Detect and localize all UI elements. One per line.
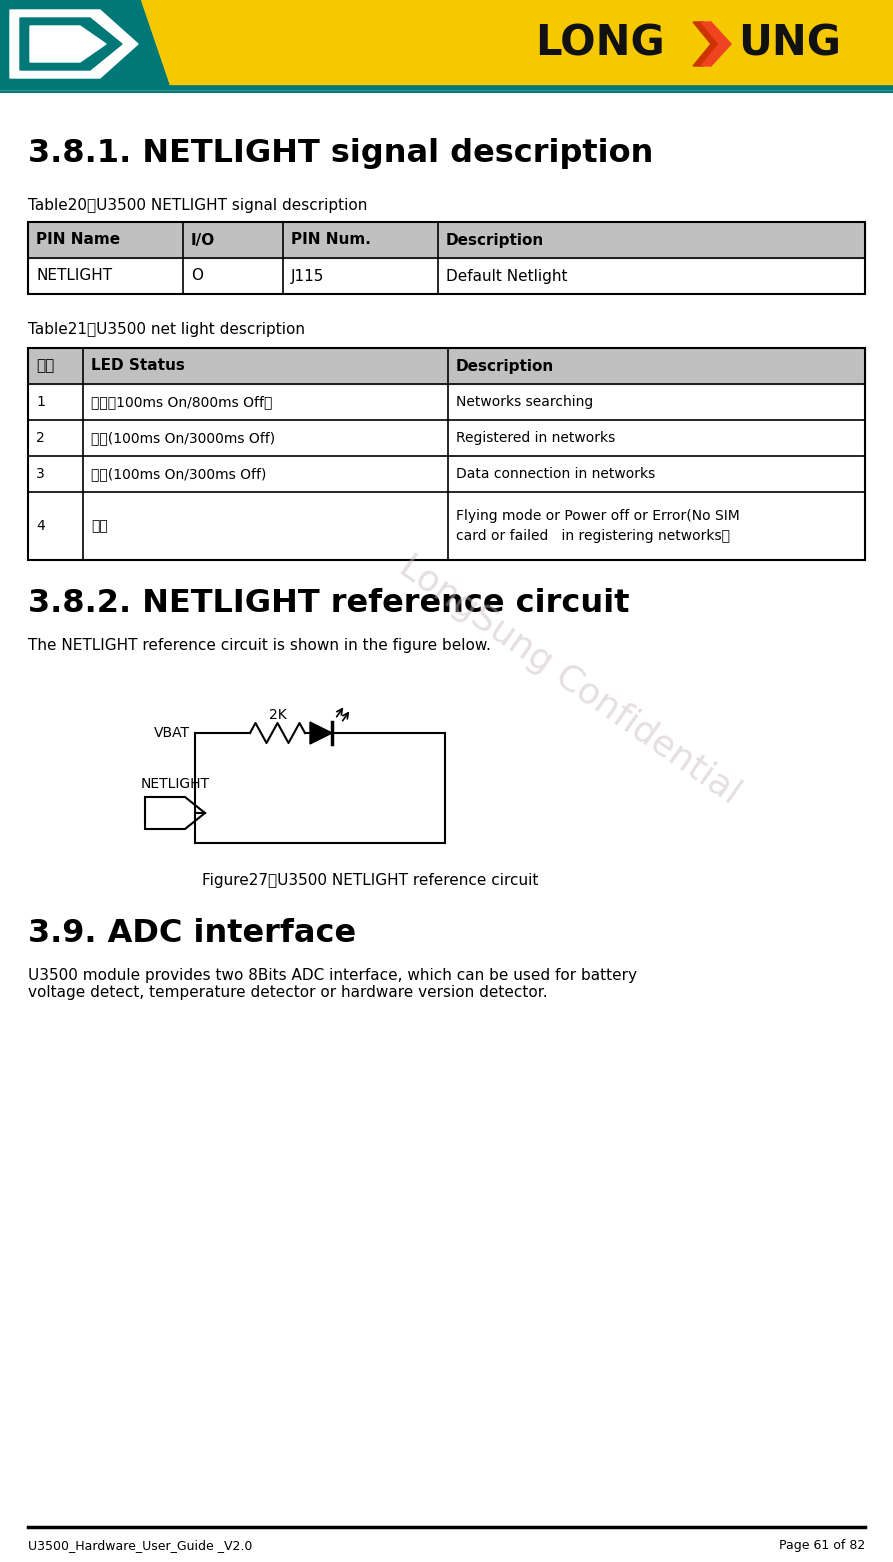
Text: 1: 1	[36, 395, 45, 409]
Text: 慢闪(100ms On/3000ms Off): 慢闪(100ms On/3000ms Off)	[91, 431, 275, 445]
Text: card or failed   in registering networks）: card or failed in registering networks）	[456, 530, 730, 544]
Text: Table21：U3500 net light description: Table21：U3500 net light description	[28, 322, 305, 337]
Bar	[28, 348, 865, 561]
Polygon shape	[0, 0, 170, 87]
Text: Page 61 of 82: Page 61 of 82	[779, 1539, 865, 1553]
Polygon shape	[310, 722, 332, 744]
Text: UNG: UNG	[739, 23, 841, 66]
Text: Flying mode or Power off or Error(No SIM: Flying mode or Power off or Error(No SIM	[456, 509, 739, 523]
Text: Description: Description	[456, 359, 555, 373]
Text: Networks searching: Networks searching	[456, 395, 593, 409]
Text: 3.8.2. NETLIGHT reference circuit: 3.8.2. NETLIGHT reference circuit	[28, 587, 630, 619]
Text: J115: J115	[291, 269, 324, 283]
Text: 速闪(100ms On/300ms Off): 速闪(100ms On/300ms Off)	[91, 467, 266, 481]
Text: 3: 3	[36, 467, 45, 481]
Text: Registered in networks: Registered in networks	[456, 431, 615, 445]
Polygon shape	[30, 27, 106, 62]
Text: NETLIGHT: NETLIGHT	[36, 269, 113, 283]
Text: 3.9. ADC interface: 3.9. ADC interface	[28, 918, 356, 950]
Text: 快闪（100ms On/800ms Off）: 快闪（100ms On/800ms Off）	[91, 395, 272, 409]
Text: Data connection in networks: Data connection in networks	[456, 467, 655, 481]
Text: 4: 4	[36, 519, 45, 533]
Bar	[28, 222, 865, 294]
Text: Description: Description	[446, 233, 544, 247]
Text: U3500 module provides two 8Bits ADC interface, which can be used for battery
vol: U3500 module provides two 8Bits ADC inte…	[28, 968, 637, 1000]
Text: 2: 2	[36, 431, 45, 445]
Text: U3500_Hardware_User_Guide _V2.0: U3500_Hardware_User_Guide _V2.0	[28, 1539, 253, 1553]
Bar	[28, 348, 865, 384]
Text: The NETLIGHT reference circuit is shown in the figure below.: The NETLIGHT reference circuit is shown …	[28, 637, 491, 653]
Text: 2K: 2K	[269, 708, 287, 722]
Polygon shape	[701, 22, 731, 66]
Text: O: O	[191, 269, 203, 283]
Text: VBAT: VBAT	[154, 726, 190, 740]
Text: LongSung Confidential: LongSung Confidential	[393, 550, 747, 811]
Polygon shape	[20, 19, 122, 70]
Text: PIN Num.: PIN Num.	[291, 233, 371, 247]
Text: NETLIGHT: NETLIGHT	[140, 776, 210, 790]
Text: 3.8.1. NETLIGHT signal description: 3.8.1. NETLIGHT signal description	[28, 137, 654, 169]
Text: LONG: LONG	[535, 23, 665, 66]
Text: Table20：U3500 NETLIGHT signal description: Table20：U3500 NETLIGHT signal descriptio…	[28, 198, 367, 212]
Bar	[28, 222, 865, 258]
Bar	[0, 0, 893, 87]
Text: 模式: 模式	[36, 359, 54, 373]
Text: I/O: I/O	[191, 233, 215, 247]
Text: PIN Name: PIN Name	[36, 233, 121, 247]
Text: Default Netlight: Default Netlight	[446, 269, 567, 283]
Polygon shape	[693, 22, 723, 66]
Text: 关闭: 关闭	[91, 519, 108, 533]
Text: Figure27：U3500 NETLIGHT reference circuit: Figure27：U3500 NETLIGHT reference circui…	[202, 873, 538, 889]
Text: LED Status: LED Status	[91, 359, 185, 373]
Polygon shape	[10, 9, 138, 78]
